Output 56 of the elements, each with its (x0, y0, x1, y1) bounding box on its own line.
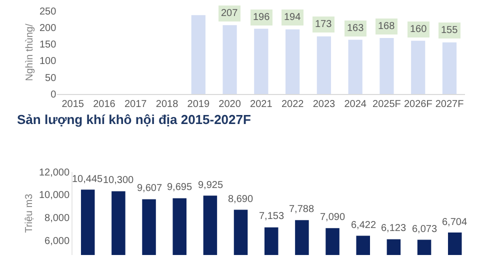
y-tick-label: 150 (39, 40, 57, 51)
y-tick-label: 8,000 (44, 213, 70, 224)
y-tick-label: 200 (39, 22, 57, 34)
y-tick-label: 250 (39, 6, 57, 18)
y-tick-label: 10,000 (38, 190, 70, 202)
data-label: 10,445 (72, 174, 104, 185)
data-label: 7,788 (289, 204, 314, 215)
data-label: 10,300 (103, 175, 134, 186)
x-tick-label: 2022 (281, 99, 304, 110)
x-tick-label: 2016 (93, 99, 116, 110)
chart-title: Sản lượng khí khô nội địa 2015-2027F (17, 112, 251, 127)
bar (222, 25, 237, 94)
data-label: 8,690 (228, 194, 254, 205)
data-label: 6,123 (381, 223, 406, 234)
bar (254, 28, 268, 94)
y-axis-title: Triệu m3 (24, 193, 35, 233)
bar (411, 40, 426, 94)
data-label: 207 (221, 8, 238, 19)
x-tick-label: 2023 (312, 99, 336, 110)
x-tick-label: 2025F (372, 99, 401, 110)
x-tick-label: 2018 (156, 99, 179, 110)
bar (348, 40, 362, 94)
y-tick-label: 0 (50, 90, 57, 100)
data-label: 163 (347, 23, 364, 34)
data-label: 173 (315, 19, 332, 30)
bar (380, 38, 394, 94)
data-label: 160 (410, 24, 428, 35)
data-label: 7,153 (259, 211, 284, 222)
x-tick-label: 2026F (404, 99, 432, 110)
y-tick-label: 50 (45, 72, 57, 84)
data-label: 9,925 (198, 180, 224, 191)
data-label: 6,704 (442, 217, 468, 228)
x-tick-label: 2021 (250, 99, 273, 110)
data-label: 6,422 (351, 220, 376, 231)
x-tick-label: 2017 (124, 99, 148, 110)
data-label: 9,695 (167, 182, 192, 193)
bar (316, 36, 332, 94)
x-tick-label: 2019 (187, 99, 210, 110)
data-label: 9,607 (137, 183, 162, 194)
x-tick-label: 2027F (435, 99, 464, 110)
data-label: 155 (441, 25, 458, 36)
data-label: 196 (253, 12, 270, 23)
y-tick-label: 100 (39, 56, 57, 68)
y-tick-label: 12,000 (38, 167, 70, 178)
bar (442, 42, 457, 94)
data-label: 194 (284, 12, 302, 23)
x-tick-label: 2020 (218, 99, 242, 110)
bar (285, 29, 300, 94)
y-tick-label: 6,000 (44, 236, 70, 248)
data-label: 7,090 (320, 212, 346, 223)
x-tick-label: 2015 (62, 99, 84, 110)
y-axis-title: Nghìn thùng/ (24, 24, 36, 82)
data-label: 168 (378, 21, 396, 32)
data-label: 6,073 (412, 224, 438, 235)
x-tick-label: 2024 (344, 99, 367, 110)
bar (191, 15, 206, 94)
